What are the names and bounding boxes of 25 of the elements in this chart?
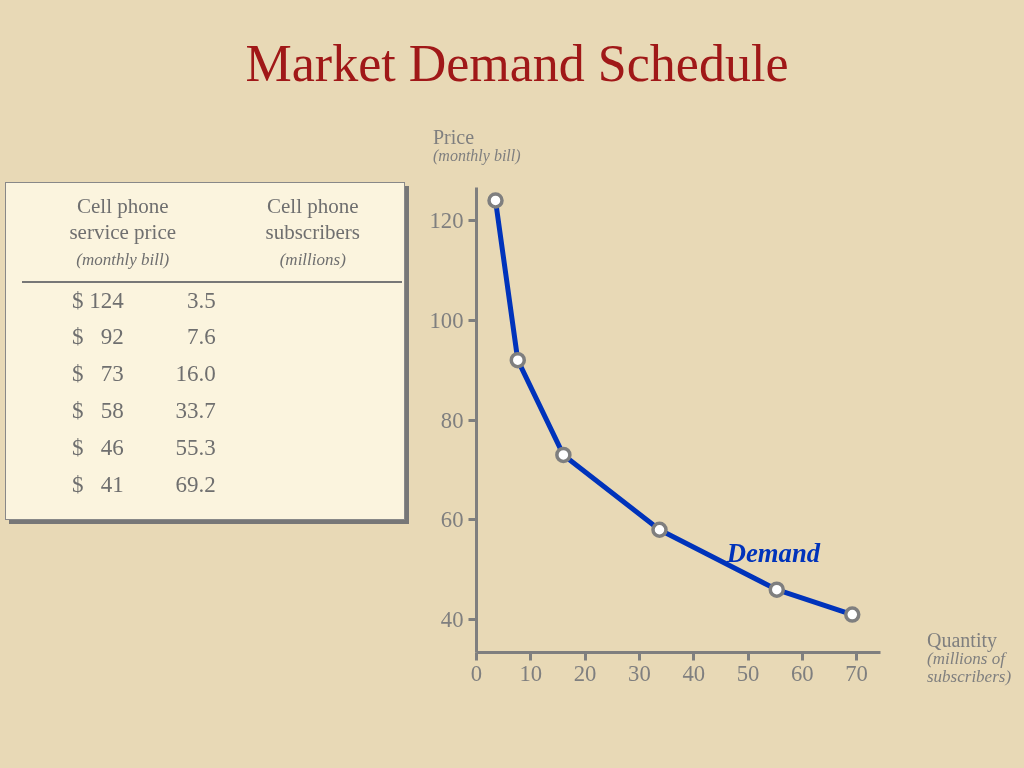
text: $ 41 69.2 bbox=[71, 471, 217, 500]
chart-title: Market Demand Schedule bbox=[244, 34, 790, 94]
x-axis-title: Quantity (millions of subscribers) bbox=[927, 629, 1012, 686]
x-tick-label: 20 bbox=[573, 660, 597, 686]
y-tick-label: 120 bbox=[429, 207, 464, 233]
text: $ 124 3.5 bbox=[71, 286, 217, 315]
text: $ 46 55.3 bbox=[71, 434, 217, 463]
y-axis-title: Price (monthly bill) bbox=[433, 126, 521, 165]
x-tick-label: 10 bbox=[519, 660, 543, 686]
y-tick-label: 100 bbox=[429, 307, 464, 333]
y-tick-label: 80 bbox=[440, 407, 464, 433]
x-tick-label: 40 bbox=[682, 660, 706, 686]
series-label: Demand bbox=[725, 537, 821, 568]
x-tick-label: 70 bbox=[845, 660, 868, 686]
text: $ 58 33.7 bbox=[71, 397, 217, 426]
y-tick-label: 40 bbox=[440, 607, 464, 633]
text: Cell phone service price (monthly bill) bbox=[22, 183, 224, 282]
text: $ 92 7.6 bbox=[71, 323, 217, 352]
text: $ 73 16.0 bbox=[71, 360, 217, 389]
text: Cell phone subscribers (millions) bbox=[223, 183, 402, 282]
x-tick-label: 50 bbox=[736, 660, 760, 686]
x-tick-label: 0 bbox=[470, 660, 483, 686]
x-tick-label: 60 bbox=[790, 660, 814, 686]
x-tick-label: 30 bbox=[628, 660, 651, 686]
y-tick-label: 60 bbox=[440, 507, 464, 533]
